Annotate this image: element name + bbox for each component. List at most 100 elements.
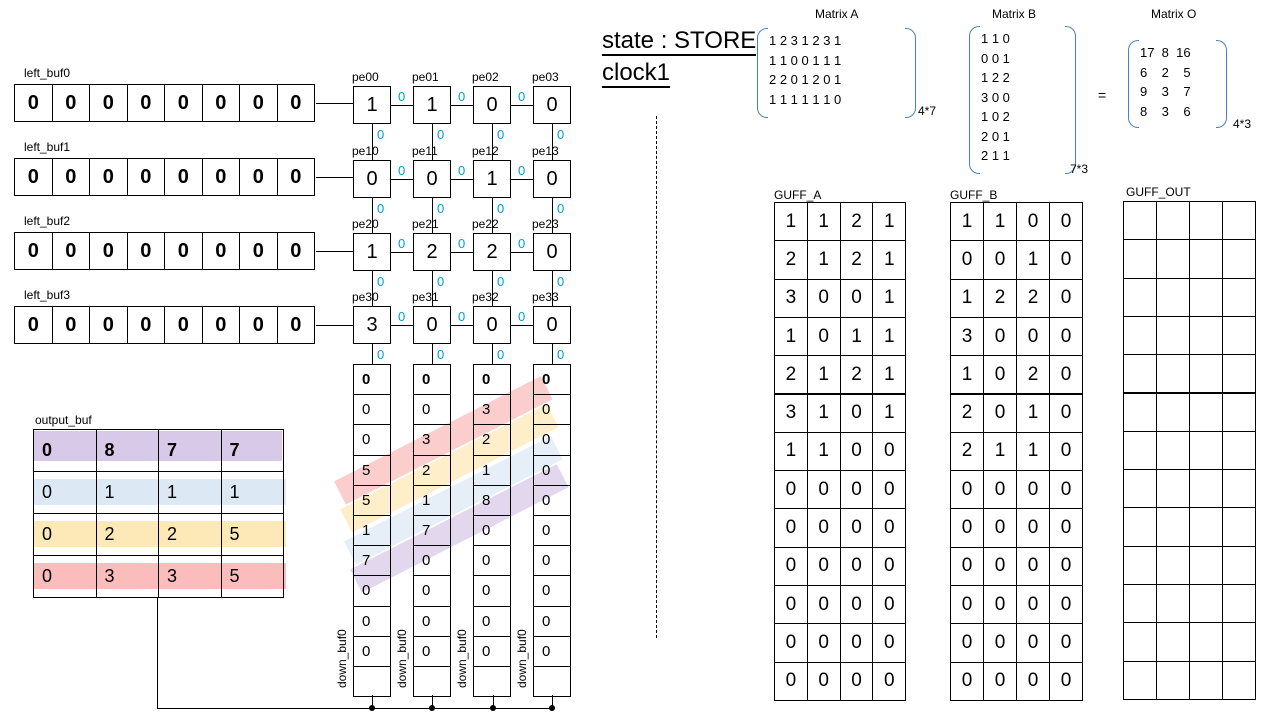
pe-horizontal-signal: 0 xyxy=(518,89,526,104)
pe-horizontal-signal: 0 xyxy=(458,163,466,178)
guff-b-cell: 0 xyxy=(1049,661,1083,701)
guff-out-cell xyxy=(1189,430,1223,471)
guff-a-cell: 1 xyxy=(806,355,841,395)
guff-a-cell: 0 xyxy=(839,431,874,472)
guff-a-cell: 0 xyxy=(839,470,874,510)
guff-a-cell: 0 xyxy=(839,278,874,318)
left-buffer-label: left_buf3 xyxy=(24,288,71,302)
guff-out-cell xyxy=(1222,315,1256,356)
pe-label: pe11 xyxy=(412,144,438,158)
guff-out-cell xyxy=(1222,430,1256,471)
left-buffer-cell: 0 xyxy=(239,158,278,196)
down-buffer-cell: 0 xyxy=(473,575,511,607)
guff-b-cell: 0 xyxy=(1049,240,1083,280)
guff-b-cell: 1 xyxy=(1016,240,1050,280)
pe-label: pe03 xyxy=(532,70,559,84)
guff-a-cell: 0 xyxy=(872,508,907,548)
guff-b-cell: 0 xyxy=(950,623,984,663)
guff-a-cell: 0 xyxy=(806,508,841,548)
guff-out-cell xyxy=(1189,507,1223,547)
left-buffer-cell: 0 xyxy=(164,306,203,344)
pe-cell: 0 xyxy=(413,306,451,344)
left-buffer-cell: 0 xyxy=(239,84,278,122)
guff-b-label: GUFF_B xyxy=(950,188,998,202)
guff-b-cell: 0 xyxy=(1049,393,1083,433)
guff-out-cell xyxy=(1189,392,1223,432)
guff-a-cell: 1 xyxy=(774,202,808,242)
pe-vertical-signal: 0 xyxy=(557,347,565,362)
output-row-highlight xyxy=(34,521,286,547)
pe-horizontal-signal: 0 xyxy=(458,89,466,104)
pe-label: pe22 xyxy=(472,217,499,231)
guff-out-cell xyxy=(1123,201,1157,241)
left-buffer-cell: 0 xyxy=(51,84,90,122)
guff-b-cell: 0 xyxy=(983,316,1017,357)
pe-vertical-signal: 0 xyxy=(497,274,505,289)
down-buffer-cell: 7 xyxy=(413,515,451,547)
down-buffer-cell: 0 xyxy=(353,364,391,396)
buffer-to-pe-connector xyxy=(316,103,354,104)
pe-link-horizontal xyxy=(391,252,413,253)
output-row-highlight xyxy=(34,479,286,505)
down-buffer-cell: 0 xyxy=(533,424,571,456)
guff-a-cell: 0 xyxy=(872,470,907,510)
guff-out-cell xyxy=(1123,584,1157,624)
guff-b-cell: 0 xyxy=(983,393,1017,433)
guff-out-cell xyxy=(1156,545,1190,585)
left-buffer-cell: 0 xyxy=(126,232,165,270)
left-buffer-cell: 0 xyxy=(89,158,128,196)
guff-b-cell: 2 xyxy=(1016,355,1050,395)
left-buffer-label: left_buf0 xyxy=(24,66,71,80)
pe-link-vertical xyxy=(492,198,493,233)
left-buffer-cell: 0 xyxy=(164,232,203,270)
guff-b-cell: 0 xyxy=(1049,431,1083,472)
bus-junction-dot xyxy=(490,705,496,711)
pe-cell: 3 xyxy=(353,306,391,344)
guff-b-cell: 1 xyxy=(950,355,984,395)
down-buffer-label: down_buf0 xyxy=(395,629,409,688)
down-buffer-cell: 0 xyxy=(533,605,571,637)
pe-label: pe00 xyxy=(352,70,379,84)
guff-a-cell: 1 xyxy=(774,431,808,472)
down-buffer-cell: 0 xyxy=(413,605,451,637)
down-buffer-cell: 0 xyxy=(413,575,451,607)
guff-b-cell: 0 xyxy=(1049,585,1083,625)
guff-b-cell: 0 xyxy=(1049,202,1083,242)
guff-out-cell xyxy=(1156,354,1190,394)
guff-b-cell: 0 xyxy=(1016,470,1050,510)
output-buffer-cell: 2 xyxy=(158,513,222,556)
down-buffer-cell: 8 xyxy=(473,484,511,516)
pe-link-horizontal xyxy=(391,179,413,180)
pe-label: pe21 xyxy=(412,217,439,231)
output-bus-horizontal xyxy=(157,708,553,709)
pe-to-downbuf-link xyxy=(372,344,373,364)
guff-b-cell: 0 xyxy=(950,240,984,280)
pe-vertical-signal: 0 xyxy=(377,274,385,289)
guff-a-cell: 0 xyxy=(872,661,907,701)
pe-vertical-signal: 0 xyxy=(497,201,505,216)
pe-vertical-signal: 0 xyxy=(377,201,385,216)
guff-out-cell xyxy=(1189,584,1223,624)
guff-b-cell: 0 xyxy=(1016,623,1050,663)
guff-b-cell: 0 xyxy=(1016,508,1050,548)
output-buffer-cell: 0 xyxy=(33,513,97,556)
guff-a-cell: 1 xyxy=(774,316,808,357)
down-buffer-cell: 2 xyxy=(473,424,511,456)
guff-out-cell xyxy=(1222,354,1256,394)
matrix-b-dimension: 7*3 xyxy=(1070,162,1089,176)
guff-a-cell: 3 xyxy=(774,393,808,433)
pe-link-vertical xyxy=(372,198,373,233)
pe-cell: 1 xyxy=(473,160,511,198)
matrix-b-row: 1 0 2 xyxy=(981,109,1010,124)
left-buffer-cell: 0 xyxy=(14,84,53,122)
down-buffer-cell: 0 xyxy=(353,605,391,637)
pe-link-horizontal xyxy=(451,105,473,106)
guff-b-cell: 2 xyxy=(950,431,984,472)
guff-b-cell: 0 xyxy=(983,508,1017,548)
guff-out-cell xyxy=(1123,622,1157,662)
guff-b-cell: 1 xyxy=(950,278,984,318)
left-buffer-cell: 0 xyxy=(14,306,53,344)
output-buffer-cell: 5 xyxy=(220,513,284,556)
output-row-highlight xyxy=(34,563,286,589)
down-buffer-cell: 0 xyxy=(533,545,571,577)
